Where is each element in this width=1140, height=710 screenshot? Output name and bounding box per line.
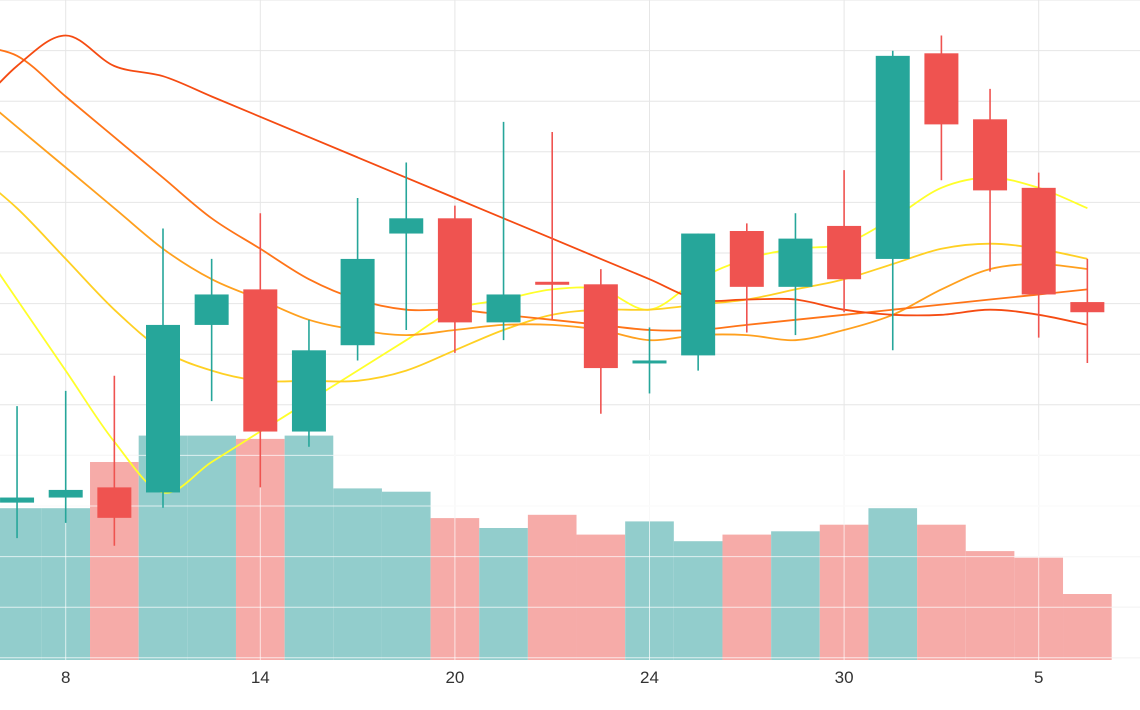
x-axis: 8 14 20 24 30 5 <box>61 668 1043 687</box>
volume-bar <box>673 541 723 660</box>
volume-bars <box>0 435 1140 660</box>
volume-bar <box>965 551 1015 660</box>
moving-average-line-3 <box>0 111 1088 342</box>
moving-average-line-5 <box>0 34 1088 326</box>
candle <box>1021 172 1056 338</box>
candle <box>486 121 521 341</box>
candle <box>924 35 959 181</box>
candle-body <box>1021 187 1056 295</box>
candle-body <box>535 281 570 285</box>
volume-bar <box>333 488 382 660</box>
volume-bar <box>576 534 626 660</box>
candle-body <box>778 238 813 287</box>
candle-body <box>924 53 959 125</box>
volume-bar <box>868 508 918 660</box>
candle-body <box>827 225 862 280</box>
candle <box>681 233 716 371</box>
candle <box>0 406 35 539</box>
volume-bar <box>1063 594 1112 660</box>
candle-body <box>583 284 618 369</box>
candle <box>583 269 618 414</box>
x-tick-label: 14 <box>251 668 270 687</box>
volume-bar <box>771 531 820 660</box>
candles <box>0 35 1105 546</box>
candle-body <box>973 119 1008 191</box>
candle <box>632 327 667 394</box>
x-tick-label: 30 <box>835 668 854 687</box>
x-tick-label: 8 <box>61 668 70 687</box>
candle-body <box>632 360 667 364</box>
candle <box>97 375 132 546</box>
candle <box>729 223 764 333</box>
x-tick-label: 5 <box>1034 668 1043 687</box>
candle-body <box>340 258 375 346</box>
candle <box>389 162 424 330</box>
moving-average-line-4 <box>0 49 1088 332</box>
candle-body <box>1070 302 1105 313</box>
volume-bar <box>479 528 528 660</box>
candle-body <box>437 218 472 323</box>
candle <box>291 319 326 447</box>
candle-body <box>875 55 910 259</box>
candle <box>48 390 83 523</box>
candle-body <box>194 294 229 325</box>
candle <box>340 198 375 361</box>
candle <box>535 132 570 320</box>
candle <box>973 88 1008 272</box>
volume-bar <box>0 508 42 660</box>
volume-bar <box>284 435 334 660</box>
candle <box>146 228 180 508</box>
volume-bar <box>381 491 431 660</box>
volume-bar <box>722 534 772 660</box>
x-tick-label: 24 <box>640 668 659 687</box>
candle-body <box>389 218 424 234</box>
candle-body <box>486 294 521 323</box>
x-tick-label: 20 <box>445 668 464 687</box>
candle <box>437 205 472 353</box>
candle <box>243 213 278 488</box>
candle-body <box>0 497 35 503</box>
candle <box>194 258 229 402</box>
volume-bar <box>917 524 966 660</box>
candle-body <box>243 289 278 432</box>
candle <box>827 170 862 313</box>
candle <box>1070 258 1105 363</box>
candle-body <box>729 231 764 287</box>
candle-body <box>48 489 83 498</box>
candle-body <box>291 350 326 432</box>
candle-body <box>681 233 716 356</box>
candle-body <box>146 324 180 493</box>
candle <box>778 213 813 336</box>
candle <box>875 50 910 351</box>
candle-body <box>97 487 132 518</box>
volume-bar <box>527 514 577 660</box>
volume-bar <box>187 435 236 660</box>
